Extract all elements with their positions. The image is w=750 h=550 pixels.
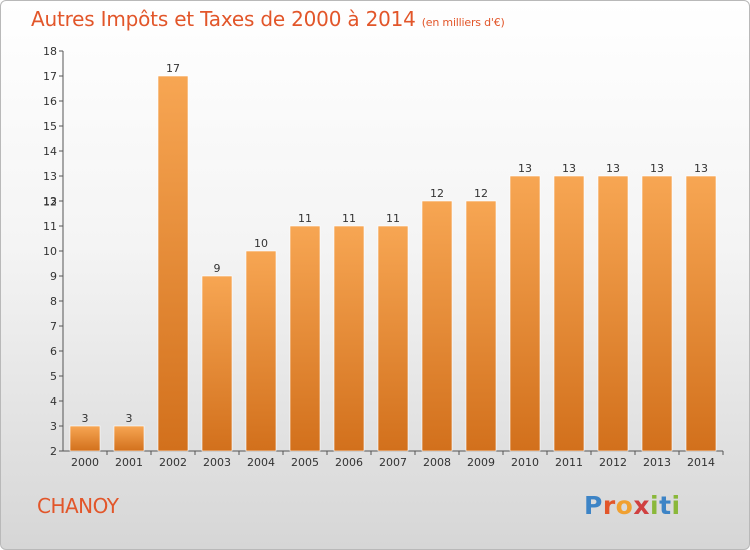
- bar-2000: [69, 425, 101, 452]
- y-tick-label: 11: [43, 220, 57, 233]
- x-tick-label: 2012: [599, 456, 627, 469]
- bar-2013: [641, 175, 673, 452]
- data-label-2012: 13: [606, 162, 620, 175]
- bar-2002: [157, 75, 189, 452]
- x-tick-label: 2001: [115, 456, 143, 469]
- data-label-2007: 11: [386, 212, 400, 225]
- x-tick-label: 2002: [159, 456, 187, 469]
- y-tick-label: 7: [50, 320, 57, 333]
- logo-letter: o: [615, 491, 634, 520]
- bar-2011: [553, 175, 585, 452]
- y-tick-label: 3: [50, 420, 57, 433]
- x-axis: 2000 2001 2002 2003 2004 2005 2006 2007 2008 2009…: [63, 450, 724, 469]
- bar-2006: [333, 225, 365, 452]
- x-tick-label: 2006: [335, 456, 363, 469]
- data-label-2008: 12: [430, 187, 444, 200]
- x-tick-label: 2008: [423, 456, 451, 469]
- data-label-2011: 13: [562, 162, 576, 175]
- y-tick-label: 17: [43, 70, 57, 83]
- y-tick-label: 8: [50, 295, 57, 308]
- x-tick-label: 2011: [555, 456, 583, 469]
- bar-2004: [245, 250, 277, 452]
- data-label-2000: 3: [82, 412, 89, 425]
- y-tick-label: 2: [50, 445, 57, 458]
- bar-2007: [377, 225, 409, 452]
- data-label-2013: 13: [650, 162, 664, 175]
- x-tick-label: 2014: [687, 456, 715, 469]
- data-label-2001: 3: [126, 412, 133, 425]
- data-label-2005: 11: [298, 212, 312, 225]
- y-tick-label: 13: [43, 195, 57, 208]
- chart-unit-note: (en milliers d'€): [421, 16, 505, 29]
- x-tick-label: 2000: [71, 456, 99, 469]
- bar-2003: [201, 275, 233, 452]
- x-tick-label: 2013: [643, 456, 671, 469]
- x-tick-label: 2007: [379, 456, 407, 469]
- chart-title: Autres Impôts et Taxes de 2000 à 2014 (en…: [31, 7, 505, 31]
- logo-letter: x: [633, 491, 650, 520]
- data-label-2009: 12: [474, 187, 488, 200]
- bar-2012: [597, 175, 629, 452]
- data-label-2010: 13: [518, 162, 532, 175]
- logo-letter: i: [671, 491, 681, 520]
- y-tick-label: 9: [50, 270, 57, 283]
- logo-letter: r: [602, 491, 616, 520]
- data-label-2014: 13: [694, 162, 708, 175]
- y-tick-label: 12: [43, 196, 57, 209]
- bar-2001: [113, 425, 145, 452]
- data-label-2004: 10: [254, 237, 268, 250]
- x-tick-label: 2005: [291, 456, 319, 469]
- bar-2008: [421, 200, 453, 452]
- bar-2005: [289, 225, 321, 452]
- x-tick-label: 2010: [511, 456, 539, 469]
- data-label-2006: 11: [342, 212, 356, 225]
- x-tick-label: 2003: [203, 456, 231, 469]
- y-tick-label: 6: [50, 345, 57, 358]
- y-tick-label: 5: [50, 370, 57, 383]
- data-labels: 3 3 17 9 10 11 11 11 12 12 13 13 13 13 13: [82, 62, 709, 425]
- logo-letter: t: [659, 491, 672, 520]
- bar-2009: [465, 200, 497, 452]
- x-tick-label: 2009: [467, 456, 495, 469]
- y-tick-label: 14: [43, 145, 57, 158]
- logo-letter: P: [584, 491, 603, 520]
- y-tick-label: 15: [43, 120, 57, 133]
- bar-2014: [685, 175, 717, 452]
- proxiti-logo: Proxiti: [584, 491, 681, 520]
- y-tick-label: 13: [43, 170, 57, 183]
- logo-letter: i: [650, 491, 660, 520]
- x-tick-label: 2004: [247, 456, 275, 469]
- place-name: CHANOY: [37, 494, 119, 518]
- y-tick-label: 10: [43, 245, 57, 258]
- bars: [69, 75, 717, 452]
- bar-2010: [509, 175, 541, 452]
- y-tick-label: 16: [43, 95, 57, 108]
- data-label-2002: 17: [166, 62, 180, 75]
- data-label-2003: 9: [214, 262, 221, 275]
- y-tick-label: 18: [43, 45, 57, 58]
- y-tick-label: 4: [50, 395, 57, 408]
- chart-title-text: Autres Impôts et Taxes de 2000 à 2014: [31, 7, 416, 31]
